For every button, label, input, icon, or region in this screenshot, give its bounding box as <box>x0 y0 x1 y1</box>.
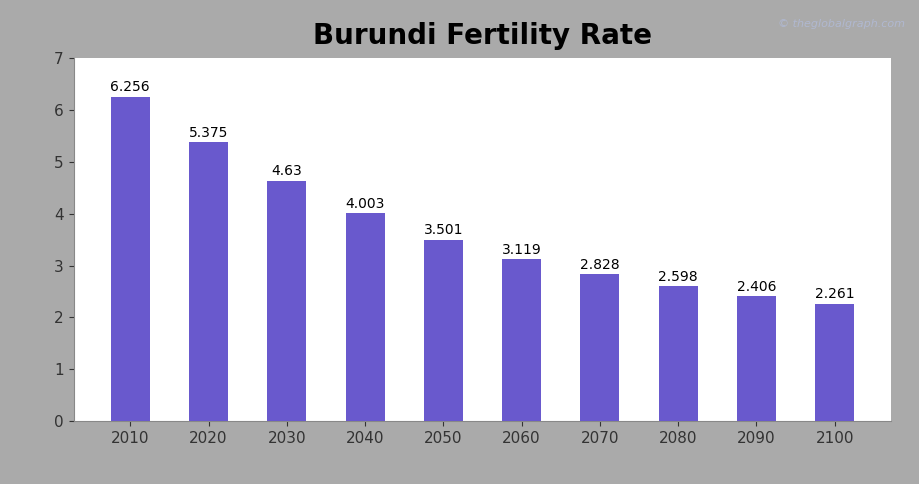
Text: 3.119: 3.119 <box>502 243 541 257</box>
Bar <box>424 240 463 421</box>
Text: 4.63: 4.63 <box>271 165 302 179</box>
Bar <box>580 274 619 421</box>
Bar <box>659 287 698 421</box>
Text: 2.828: 2.828 <box>580 258 619 272</box>
Bar <box>815 304 855 421</box>
Text: 2.261: 2.261 <box>815 287 855 301</box>
Bar <box>189 142 228 421</box>
Text: 4.003: 4.003 <box>346 197 385 211</box>
Bar <box>346 213 385 421</box>
Bar <box>502 259 541 421</box>
Title: Burundi Fertility Rate: Burundi Fertility Rate <box>313 22 652 50</box>
Bar <box>267 181 306 421</box>
Text: 5.375: 5.375 <box>188 126 228 140</box>
Text: 2.406: 2.406 <box>737 280 777 294</box>
Text: 6.256: 6.256 <box>110 80 150 94</box>
Text: 2.598: 2.598 <box>658 270 698 284</box>
Text: © theglobalgraph.com: © theglobalgraph.com <box>778 19 905 30</box>
Text: 3.501: 3.501 <box>424 223 463 237</box>
Bar <box>110 97 150 421</box>
Bar <box>737 296 776 421</box>
